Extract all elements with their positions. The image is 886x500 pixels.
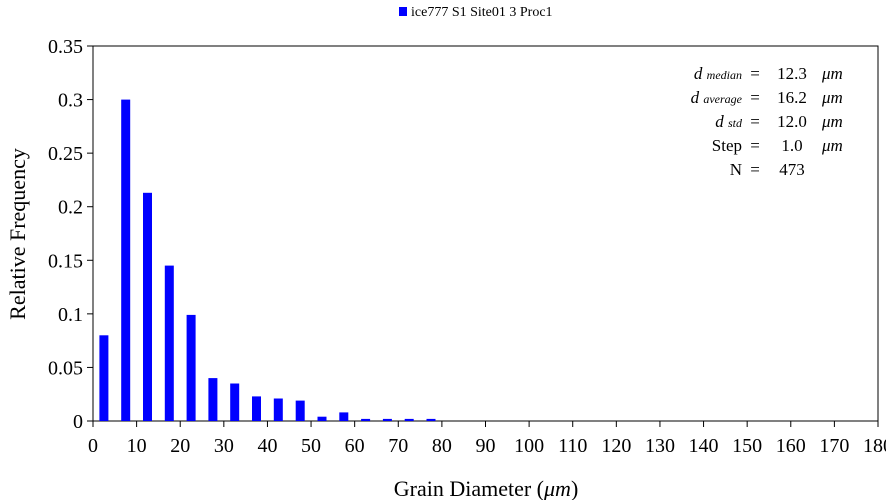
x-tick-label: 20 xyxy=(170,435,190,457)
x-tick-label: 40 xyxy=(257,435,277,457)
bar xyxy=(339,412,349,421)
x-axis-title-prefix: Grain Diameter ( xyxy=(394,476,544,500)
y-tick-label: 0.1 xyxy=(58,304,83,326)
stat-equals: = xyxy=(750,112,760,131)
stat-label: d std xyxy=(715,112,743,131)
x-tick-label: 50 xyxy=(301,435,321,457)
y-axis-title: Relative Frequency xyxy=(5,148,30,320)
x-tick-label: 70 xyxy=(388,435,408,457)
y-tick-label: 0.25 xyxy=(48,143,83,165)
stat-label: d median xyxy=(694,64,742,83)
stat-equals: = xyxy=(750,88,760,107)
y-tick-label: 0.3 xyxy=(58,90,83,112)
bar xyxy=(230,383,240,421)
plot-area xyxy=(92,45,879,422)
stat-value: 16.2 xyxy=(777,88,807,107)
legend-label: ice777 S1 Site01 3 Proc1 xyxy=(411,5,553,20)
y-tick-label: 0.2 xyxy=(58,197,83,219)
bar xyxy=(382,418,392,421)
x-tick-label: 180 xyxy=(863,435,886,457)
x-tick-label: 140 xyxy=(689,435,719,457)
x-axis-title-suffix: ) xyxy=(571,476,578,500)
bar xyxy=(361,418,371,421)
x-tick-label: 90 xyxy=(476,435,496,457)
bar xyxy=(186,314,196,421)
bar xyxy=(273,398,283,421)
y-tick-label: 0.35 xyxy=(48,36,83,58)
stat-unit: μm xyxy=(821,88,843,107)
y-tick-label: 0 xyxy=(73,411,83,433)
x-axis-title: Grain Diameter (μm) xyxy=(394,476,579,500)
x-tick-label: 0 xyxy=(88,435,98,457)
stat-equals: = xyxy=(750,64,760,83)
stat-label: Step xyxy=(712,136,742,155)
bar xyxy=(164,265,174,421)
bar xyxy=(121,99,131,421)
x-axis: 0 10 20 30 40 50 60 70 80 90 100 110 120 130 140 150 160… xyxy=(88,421,886,457)
x-tick-label: 80 xyxy=(432,435,452,457)
stat-label: N xyxy=(730,160,742,179)
stat-value: 473 xyxy=(779,160,805,179)
x-tick-label: 60 xyxy=(345,435,365,457)
stat-equals: = xyxy=(750,160,760,179)
bar xyxy=(143,192,152,421)
x-tick-label: 150 xyxy=(732,435,762,457)
x-axis-title-unit: μm xyxy=(543,476,571,500)
x-tick-label: 160 xyxy=(776,435,806,457)
chart-legend: ice777 S1 Site01 3 Proc1 xyxy=(399,5,553,20)
stat-value: 1.0 xyxy=(781,136,802,155)
stat-value: 12.3 xyxy=(777,64,807,83)
stat-unit: μm xyxy=(821,112,843,131)
y-axis: 0 0.05 0.1 0.15 0.2 0.25 0.3 0.35 xyxy=(48,36,93,433)
bar xyxy=(426,418,436,421)
y-tick-label: 0.15 xyxy=(48,250,83,272)
stat-unit: μm xyxy=(821,64,843,83)
x-tick-label: 10 xyxy=(127,435,147,457)
statistics-box: d median = 12.3 μm d average = 16.2 μm d std = 12.… xyxy=(691,64,843,179)
bar xyxy=(295,400,305,421)
stat-value: 12.0 xyxy=(777,112,807,131)
stat-equals: = xyxy=(750,136,760,155)
x-tick-label: 110 xyxy=(558,435,587,457)
x-tick-label: 170 xyxy=(819,435,849,457)
bar xyxy=(208,378,218,421)
bar xyxy=(252,396,261,421)
bar xyxy=(317,416,327,421)
y-tick-label: 0.05 xyxy=(48,357,83,379)
bar xyxy=(404,418,414,421)
x-tick-label: 30 xyxy=(214,435,234,457)
x-tick-label: 100 xyxy=(514,435,544,457)
stat-unit: μm xyxy=(821,136,843,155)
bar-group xyxy=(99,99,436,421)
x-tick-label: 130 xyxy=(645,435,675,457)
stat-label: d average xyxy=(691,88,743,107)
bar xyxy=(99,335,109,421)
legend-swatch xyxy=(399,7,407,16)
x-tick-label: 120 xyxy=(601,435,631,457)
